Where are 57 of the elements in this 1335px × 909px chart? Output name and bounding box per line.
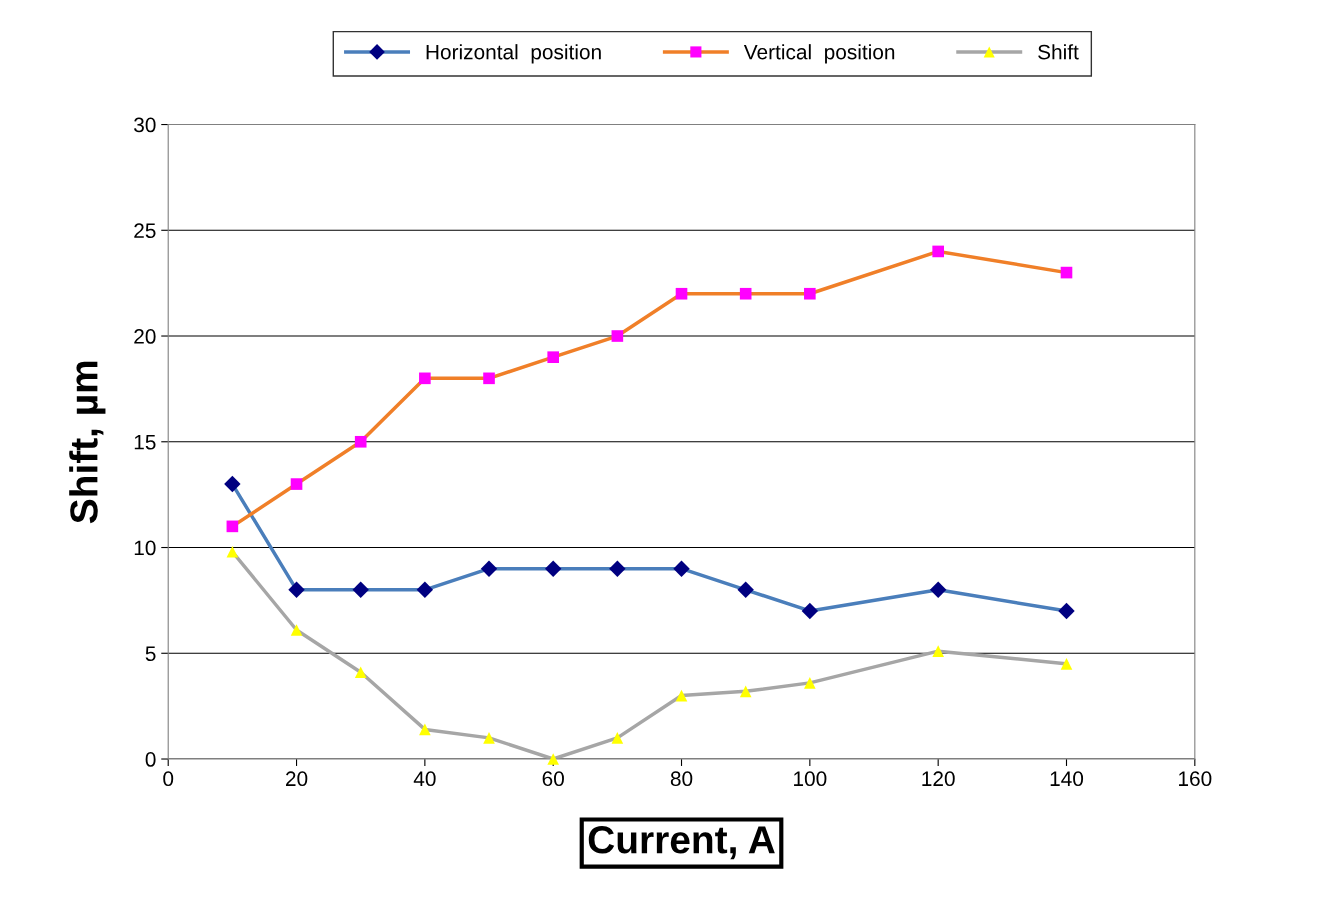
x-tick-label: 120 [922,771,955,787]
point [224,475,241,493]
x-tick-label: 80 [670,771,693,787]
point [1060,266,1073,279]
y-tick-label: 5 [145,646,156,662]
point [416,581,434,599]
point [737,581,754,599]
x-tick-label: 100 [794,771,827,787]
point [483,372,495,385]
x-tick-label: 160 [1179,771,1212,787]
point [352,581,369,599]
point [354,435,367,448]
x-tick-label: 40 [413,771,436,787]
point [804,287,816,300]
point [932,245,944,258]
point [675,287,688,300]
x-axis-title: Current, A [588,825,775,860]
x-tick-label: 20 [286,771,308,787]
point [739,685,752,698]
x-tick-label: 60 [542,771,564,787]
x-tick-label: 140 [1050,771,1084,787]
point [609,560,626,577]
point [290,624,303,636]
point [739,287,752,300]
legend-label: Vertical position [743,44,895,64]
point [932,645,944,657]
point [226,520,239,533]
point [547,753,559,765]
point [804,677,816,689]
legend-label: Horizontal position [426,44,601,64]
y-tick-label: 15 [134,434,156,450]
y-tick-label: 0 [145,752,156,767]
point [354,666,367,679]
point [226,545,239,558]
point [611,732,624,744]
point [1058,602,1075,620]
x-tick-label: 0 [163,771,174,787]
point [480,560,498,577]
y-tick-label: 30 [134,117,156,133]
point [544,560,562,577]
point [675,689,688,702]
point [419,372,431,385]
point [929,581,947,599]
legend-label: Shift [1038,44,1079,60]
y-tick-label: 10 [134,540,156,556]
y-tick-label: 20 [134,329,156,344]
point [547,351,559,363]
y-axis-title: Shift, µm [69,361,106,524]
point [419,723,431,736]
point [801,602,819,620]
point [611,330,624,342]
point [673,560,690,577]
point [288,581,305,599]
y-tick-label: 25 [134,223,156,239]
point [483,732,495,744]
point [290,478,303,490]
point [1060,658,1073,670]
